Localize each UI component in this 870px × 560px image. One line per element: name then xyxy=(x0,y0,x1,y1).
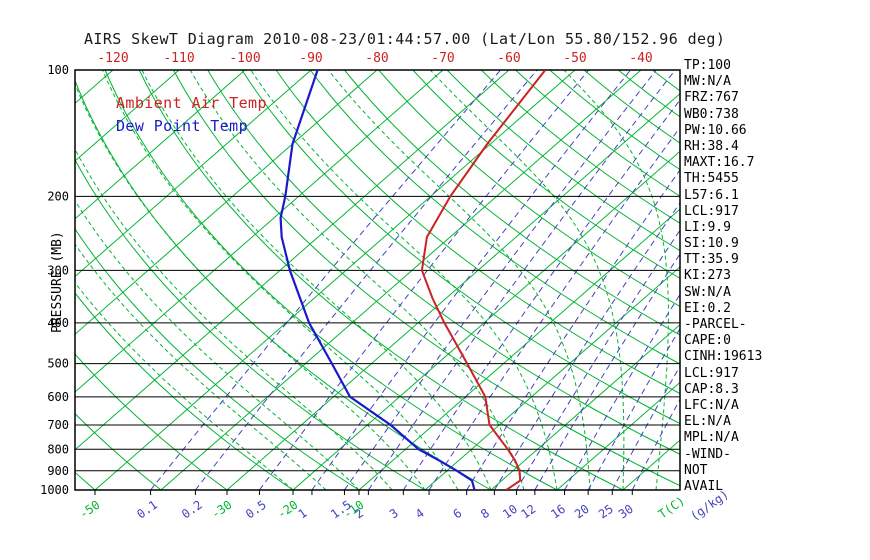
pressure-tick: 1000 xyxy=(40,483,69,497)
mixing-ratio-tick: 20 xyxy=(572,502,592,522)
stats-line: TH:5455 xyxy=(684,171,739,187)
stats-line: SI:10.9 xyxy=(684,236,739,252)
pressure-labels: 100 200 300 400 500 600 700 800 900 1000 xyxy=(40,63,69,497)
pressure-axis-label: PRESSURE (MB) xyxy=(50,231,65,333)
top-temp-tick: -110 xyxy=(163,51,194,66)
stats-line: SW:N/A xyxy=(684,284,731,300)
mixing-ratio-tick: 0.5 xyxy=(243,498,269,522)
stats-line: FRZ:767 xyxy=(684,90,739,106)
stats-line: -PARCEL- xyxy=(684,317,747,332)
temp-unit-label: T(C) xyxy=(656,493,688,521)
pressure-tick: 500 xyxy=(47,357,69,371)
stats-line: MW:N/A xyxy=(684,74,731,90)
stats-line: MAXT:16.7 xyxy=(684,155,755,171)
stats-line: WB0:738 xyxy=(684,106,739,122)
stats-line: LCL:917 xyxy=(684,365,739,381)
stats-line: TT:35.9 xyxy=(684,252,739,268)
stats-line: CAP:8.3 xyxy=(684,381,739,397)
bottom-temp-tick: -30 xyxy=(209,498,235,522)
mixing-ratio-tick: 0.2 xyxy=(179,498,205,522)
pressure-tick: 900 xyxy=(47,464,69,478)
stats-line: RH:38.4 xyxy=(684,138,739,154)
legend-dew-point: Dew Point Temp xyxy=(116,117,249,135)
stats-line: CINH:19613 xyxy=(684,349,763,365)
stats-line: AVAIL xyxy=(684,478,724,494)
stats-line: NOT xyxy=(684,462,708,478)
mixing-ratio-tick: 10 xyxy=(500,502,520,522)
dry-adiabat-lines xyxy=(75,70,680,490)
stats-line: EI:0.2 xyxy=(684,300,731,316)
mixing-ratio-tick: 8 xyxy=(478,506,492,522)
pressure-tick: 700 xyxy=(47,418,69,432)
top-axis-labels: -120 -110 -100 -90 -80 -70 -60 -50 -40 xyxy=(97,51,652,66)
temp-profile-line xyxy=(420,70,547,490)
top-temp-tick: -80 xyxy=(365,51,388,66)
bottom-temp-tick: -50 xyxy=(77,498,103,522)
top-temp-tick: -100 xyxy=(229,51,260,66)
stats-line: MPL:N/A xyxy=(684,430,739,446)
stats-line: EL:N/A xyxy=(684,414,731,430)
stats-line: LFC:N/A xyxy=(684,397,739,413)
dewpoint-profile-line xyxy=(279,70,476,490)
top-temp-tick: -120 xyxy=(97,51,128,66)
stats-panel: TP:100 MW:N/A FRZ:767 WB0:738 PW:10.66 RH:38.… xyxy=(684,58,762,495)
top-temp-tick: -60 xyxy=(497,51,520,66)
legend-ambient-temp: Ambient Air Temp xyxy=(116,94,267,112)
plot-frame xyxy=(74,69,681,491)
pressure-tick: 300 xyxy=(47,263,69,277)
stats-line: TP:100 xyxy=(684,58,731,73)
mixing-ratio-tick: 16 xyxy=(548,502,568,522)
top-temp-tick: -70 xyxy=(431,51,454,66)
mixing-ratio-tick: 4 xyxy=(413,506,427,522)
mixing-ratio-tick: 3 xyxy=(387,506,401,522)
mixing-ratio-tick: 30 xyxy=(616,502,636,522)
pressure-tick: 600 xyxy=(47,390,69,404)
top-temp-tick: -50 xyxy=(563,51,586,66)
stats-line: L57:6.1 xyxy=(684,187,739,203)
stats-line: LI:9.9 xyxy=(684,219,731,235)
mixing-ratio-lines xyxy=(150,70,680,490)
stats-line: -WIND- xyxy=(684,446,731,462)
moist-adiabat-lines xyxy=(75,70,669,490)
stats-line: CAPE:0 xyxy=(684,333,731,349)
stats-line: KI:273 xyxy=(684,268,731,284)
pressure-tick: 400 xyxy=(47,316,69,330)
stats-line: LCL:917 xyxy=(684,203,739,219)
mixing-ratio-tick: 1 xyxy=(296,506,310,522)
pressure-tick: 800 xyxy=(47,442,69,456)
mixing-ratio-tick: 12 xyxy=(518,502,538,522)
top-temp-tick: -40 xyxy=(629,51,652,66)
stats-line: PW:10.66 xyxy=(684,122,747,138)
mixing-ratio-tick: 6 xyxy=(450,506,464,522)
mixing-ratio-tick: 25 xyxy=(596,502,616,522)
pressure-tick: 200 xyxy=(47,189,69,203)
top-temp-tick: -90 xyxy=(299,51,322,66)
chart-title: AIRS SkewT Diagram 2010-08-23/01:44:57.0… xyxy=(84,30,726,48)
pressure-tick: 100 xyxy=(47,63,69,77)
mixing-ratio-tick: 0.1 xyxy=(134,498,160,522)
